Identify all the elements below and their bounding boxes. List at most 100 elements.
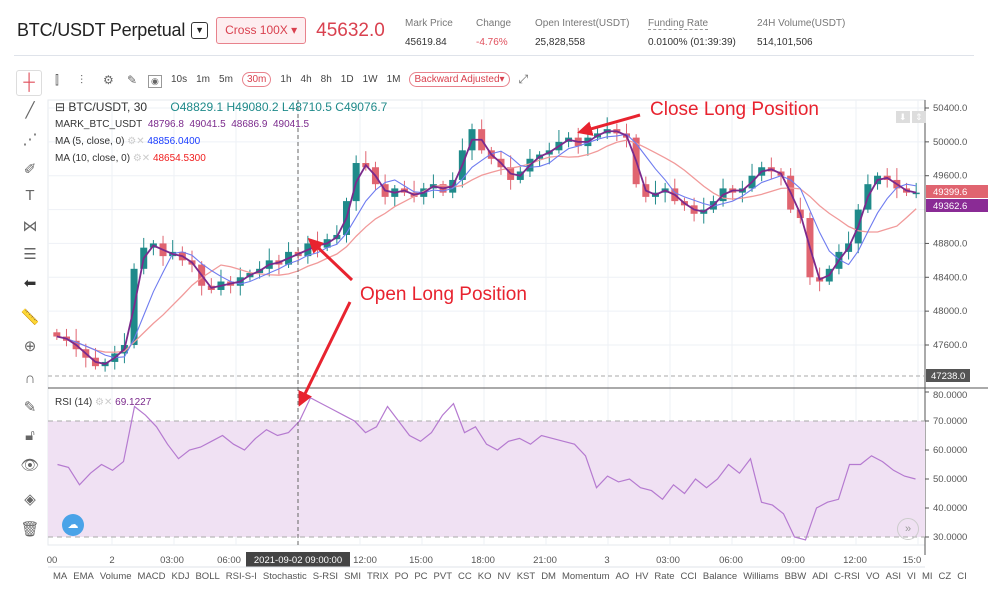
stat-label: Funding Rate bbox=[648, 18, 709, 30]
indicator-ci[interactable]: CI bbox=[957, 571, 967, 582]
zoom-in-icon[interactable]: ⊕ bbox=[23, 338, 37, 355]
indicator-boll[interactable]: BOLL bbox=[195, 571, 220, 582]
scale-buttons[interactable]: ⬇ ⇕ bbox=[896, 111, 926, 123]
eye-icon[interactable]: ◉ bbox=[148, 75, 162, 88]
indicator-nv[interactable]: NV bbox=[497, 571, 511, 582]
indicator-pc[interactable]: PC bbox=[414, 571, 428, 582]
ma5-settings-icon[interactable]: ⚙✕ bbox=[127, 136, 145, 147]
legend-high: H49080.2 bbox=[226, 100, 279, 114]
interval-10s[interactable]: 10s bbox=[171, 74, 188, 85]
adjust-dropdown[interactable]: Backward Adjusted▾ bbox=[409, 72, 510, 87]
indicator-vi[interactable]: VI bbox=[906, 571, 916, 582]
indicator-asi[interactable]: ASI bbox=[885, 571, 901, 582]
indicator-pvt[interactable]: PVT bbox=[433, 571, 453, 582]
mark-name: MARK_BTC_USDT bbox=[55, 119, 143, 130]
stat-value: 0.0100% (01:39:39) bbox=[648, 37, 736, 48]
stat-open-interest: Open Interest(USDT) 25,828,558 bbox=[535, 18, 629, 48]
interval-1m[interactable]: 1m bbox=[196, 74, 211, 85]
pattern-tool-icon[interactable]: ⋈ bbox=[22, 218, 38, 235]
symbol-dropdown-icon[interactable]: ▼ bbox=[191, 22, 209, 39]
indicator-ema[interactable]: EMA bbox=[73, 571, 94, 582]
margin-mode-label: Cross 100X bbox=[225, 23, 288, 37]
indicator-s-rsi[interactable]: S-RSI bbox=[312, 571, 339, 582]
interval-1M[interactable]: 1M bbox=[386, 74, 401, 85]
indicator-momentum[interactable]: Momentum bbox=[561, 571, 610, 582]
ma5-line bbox=[56, 133, 917, 359]
scroll-right-button[interactable]: » bbox=[897, 518, 919, 540]
stat-label: Change bbox=[476, 18, 512, 29]
indicator-bbw[interactable]: BBW bbox=[784, 571, 807, 582]
stat-value: 514,101,506 bbox=[757, 37, 813, 48]
interval-30m[interactable]: 30m bbox=[241, 72, 272, 87]
draw-lock-icon[interactable]: ✎ bbox=[23, 399, 37, 416]
ruler-icon[interactable]: 📏 bbox=[20, 309, 40, 326]
symbol-title[interactable]: BTC/USDT Perpetual bbox=[17, 20, 186, 40]
indicator-rsi-s-i[interactable]: RSI-S-I bbox=[225, 571, 257, 582]
indicator-cc[interactable]: CC bbox=[458, 571, 472, 582]
stat-change: Change -4.76% bbox=[476, 18, 511, 48]
stat-funding-rate[interactable]: Funding Rate 0.0100% (01:39:39) bbox=[648, 18, 736, 48]
time-tick-label: 12:00 bbox=[353, 555, 377, 566]
indicator-kdj[interactable]: KDJ bbox=[171, 571, 190, 582]
interval-1W[interactable]: 1W bbox=[362, 74, 378, 85]
rsi-tick-label: 60.0000 bbox=[933, 445, 967, 456]
indicator-dm[interactable]: DM bbox=[541, 571, 556, 582]
indicator-ko[interactable]: KO bbox=[477, 571, 492, 582]
layers-icon[interactable]: ◈ bbox=[24, 491, 36, 508]
indicator-vo[interactable]: VO bbox=[865, 571, 880, 582]
trash-icon[interactable]: 🗑︎ bbox=[20, 521, 40, 538]
mark-price-box bbox=[926, 199, 988, 212]
interval-1D[interactable]: 1D bbox=[340, 74, 354, 85]
mark-value: 49041.5 bbox=[272, 119, 310, 130]
mark-value: 48686.9 bbox=[231, 119, 268, 130]
margin-mode-button[interactable]: Cross 100X ▾ bbox=[216, 17, 307, 44]
stat-volume: 24H Volume(USDT) 514,101,506 bbox=[757, 18, 845, 48]
candle-type-icon[interactable]: ⫿ bbox=[55, 73, 59, 87]
time-tick-label: 06:00 bbox=[217, 555, 241, 566]
magnet-icon[interactable]: ∩ bbox=[24, 370, 36, 387]
settings-gear-icon[interactable]: ⚙ bbox=[103, 73, 114, 87]
indicator-williams[interactable]: Williams bbox=[743, 571, 779, 582]
indicator-ma[interactable]: MA bbox=[53, 571, 68, 582]
draw-visibility-icon[interactable]: ✎ bbox=[127, 73, 138, 87]
annotation-arrow bbox=[307, 237, 354, 282]
interval-5m[interactable]: 5m bbox=[219, 74, 233, 85]
indicator-macd[interactable]: MACD bbox=[137, 571, 166, 582]
rsi-line bbox=[57, 396, 916, 541]
indicator-adi[interactable]: ADI bbox=[812, 571, 829, 582]
text-tool-icon[interactable]: T bbox=[25, 187, 35, 204]
eye-icon[interactable]: 👁︎ bbox=[20, 457, 40, 474]
indicator-trix[interactable]: TRIX bbox=[366, 571, 389, 582]
ma10-settings-icon[interactable]: ⚙✕ bbox=[132, 153, 151, 164]
indicators-icon[interactable]: ⫶ bbox=[80, 73, 84, 87]
indicator-rate[interactable]: Rate bbox=[654, 571, 675, 582]
indicator-ao[interactable]: AO bbox=[615, 571, 630, 582]
pencil-tool-icon[interactable]: ✐ bbox=[23, 161, 37, 178]
lock-icon[interactable]: 🔓︎ bbox=[25, 427, 35, 444]
arrow-left-icon[interactable]: ⬅ bbox=[23, 275, 37, 292]
indicator-stochastic[interactable]: Stochastic bbox=[262, 571, 307, 582]
crosshair-tool-icon[interactable]: ┼ bbox=[16, 70, 42, 96]
fullscreen-icon[interactable]: ⤢ bbox=[518, 72, 529, 86]
indicator-cz[interactable]: CZ bbox=[938, 571, 952, 582]
indicator-smi[interactable]: SMI bbox=[344, 571, 361, 582]
multi-line-tool-icon[interactable]: ⋰ bbox=[22, 131, 38, 148]
interval-4h[interactable]: 4h bbox=[300, 74, 312, 85]
indicator-po[interactable]: PO bbox=[394, 571, 409, 582]
indicator-cci[interactable]: CCI bbox=[680, 571, 697, 582]
rsi-settings-icon[interactable]: ⚙✕ bbox=[95, 397, 113, 408]
interval-1h[interactable]: 1h bbox=[280, 74, 292, 85]
indicator-balance[interactable]: Balance bbox=[702, 571, 738, 582]
indicator-c-rsi[interactable]: C-RSI bbox=[834, 571, 860, 582]
time-tick-label: 15:0 bbox=[903, 555, 922, 566]
indicator-kst[interactable]: KST bbox=[516, 571, 536, 582]
indicator-volume[interactable]: Volume bbox=[99, 571, 132, 582]
indicator-mi[interactable]: MI bbox=[921, 571, 933, 582]
header-bar: BTC/USDT Perpetual ▼ Cross 100X ▾ 45632.… bbox=[17, 17, 385, 44]
interval-8h[interactable]: 8h bbox=[320, 74, 332, 85]
fib-tool-icon[interactable]: ☰ bbox=[23, 246, 37, 263]
crosshair-time-label: 2021-09-02 09:00:00 bbox=[254, 555, 342, 566]
indicator-hv[interactable]: HV bbox=[635, 571, 649, 582]
line-tool-icon[interactable]: ╱ bbox=[25, 102, 35, 119]
